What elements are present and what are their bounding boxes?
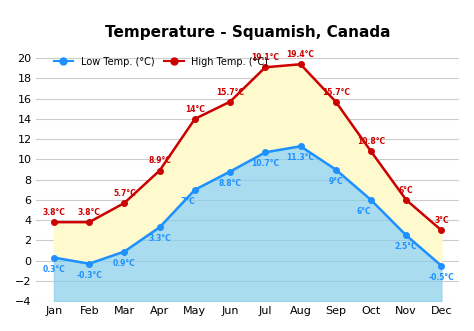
Low Temp. (°C) — [192, 188, 198, 192]
Text: 0.3°C: 0.3°C — [43, 265, 65, 274]
High Temp. (°C) — [438, 228, 444, 232]
Legend: Low Temp. (°C), High Temp. (°C): Low Temp. (°C), High Temp. (°C) — [50, 53, 272, 71]
Low Temp. (°C) — [227, 169, 233, 173]
High Temp. (°C) — [192, 117, 198, 121]
Text: 7°C: 7°C — [181, 197, 195, 206]
Text: 3.8°C: 3.8°C — [43, 208, 65, 217]
Text: 3°C: 3°C — [434, 216, 449, 225]
High Temp. (°C) — [227, 100, 233, 104]
Low Temp. (°C) — [438, 264, 444, 268]
Text: 8.8°C: 8.8°C — [219, 179, 242, 188]
Low Temp. (°C) — [368, 198, 374, 202]
Text: 6°C: 6°C — [356, 207, 371, 216]
Text: 5.7°C: 5.7°C — [113, 189, 136, 198]
Text: 11.3°C: 11.3°C — [286, 153, 315, 162]
Low Temp. (°C) — [298, 144, 303, 148]
Text: -0.3°C: -0.3°C — [76, 271, 102, 280]
High Temp. (°C) — [121, 201, 127, 205]
Line: Low Temp. (°C): Low Temp. (°C) — [51, 143, 444, 268]
High Temp. (°C) — [403, 198, 409, 202]
High Temp. (°C) — [368, 149, 374, 153]
High Temp. (°C) — [333, 100, 338, 104]
Text: 19.4°C: 19.4°C — [286, 50, 315, 59]
Text: 3.8°C: 3.8°C — [78, 208, 100, 217]
High Temp. (°C) — [157, 168, 163, 172]
Text: 10.7°C: 10.7°C — [251, 160, 279, 168]
Low Temp. (°C) — [121, 250, 127, 254]
Text: 6°C: 6°C — [399, 186, 413, 195]
Low Temp. (°C) — [51, 256, 57, 260]
High Temp. (°C) — [263, 65, 268, 69]
Low Temp. (°C) — [333, 167, 338, 171]
Text: 8.9°C: 8.9°C — [148, 157, 171, 166]
Text: 19.1°C: 19.1°C — [251, 53, 279, 62]
Line: High Temp. (°C): High Temp. (°C) — [51, 62, 444, 233]
High Temp. (°C) — [51, 220, 57, 224]
Low Temp. (°C) — [157, 225, 163, 229]
High Temp. (°C) — [298, 62, 303, 66]
Title: Temperature - Squamish, Canada: Temperature - Squamish, Canada — [105, 25, 391, 40]
Text: 14°C: 14°C — [185, 105, 205, 114]
Text: 0.9°C: 0.9°C — [113, 259, 136, 268]
High Temp. (°C) — [86, 220, 92, 224]
Low Temp. (°C) — [86, 262, 92, 266]
Text: 9°C: 9°C — [328, 177, 343, 186]
Text: 15.7°C: 15.7°C — [322, 88, 350, 97]
Text: -0.5°C: -0.5°C — [428, 273, 454, 282]
Text: 2.5°C: 2.5°C — [395, 242, 418, 252]
Text: 15.7°C: 15.7°C — [216, 88, 244, 97]
Text: 10.8°C: 10.8°C — [357, 137, 385, 146]
Low Temp. (°C) — [263, 150, 268, 154]
Low Temp. (°C) — [403, 233, 409, 237]
Text: 3.3°C: 3.3°C — [148, 234, 171, 243]
